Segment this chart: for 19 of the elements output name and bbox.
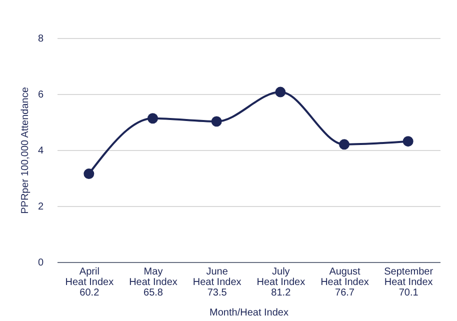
x-tick-label: June Heat Index 73.5: [192, 266, 242, 298]
x-tick-label: August Heat Index 76.7: [320, 266, 369, 298]
x-tick-label: April Heat Index 60.2: [65, 266, 114, 298]
y-tick-label: 0: [38, 258, 44, 268]
x-tick-label: May Heat Index 65.8: [129, 266, 178, 298]
point: [339, 139, 350, 150]
x-tick-label: July Heat Index 81.2: [256, 266, 306, 298]
x-tick-label: September Heat Index 70.1: [384, 266, 434, 298]
point: [211, 116, 222, 127]
x-axis-title: Month/Heat Index: [210, 308, 288, 318]
y-tick-label: 2: [38, 202, 44, 212]
point: [275, 86, 286, 98]
y-tick-label: 6: [38, 90, 44, 100]
y-tick-label: 8: [38, 34, 44, 44]
point: [84, 168, 94, 180]
y-axis-title: PPRper 100,000 Attendance: [20, 86, 31, 214]
point: [402, 136, 414, 147]
point: [148, 113, 158, 124]
y-tick-label: 4: [38, 146, 44, 156]
